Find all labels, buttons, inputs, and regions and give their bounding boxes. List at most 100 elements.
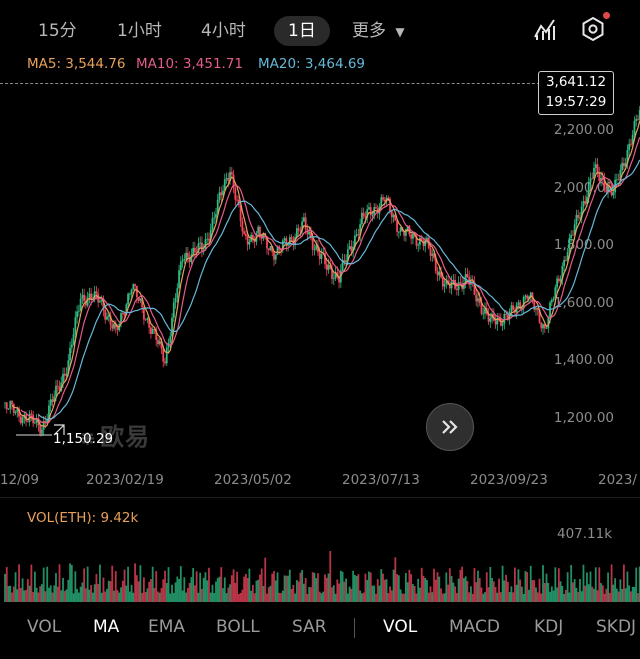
candle-body (318, 252, 321, 259)
candle-body (369, 207, 372, 216)
volume-bar (308, 586, 311, 602)
volume-bar (37, 592, 40, 602)
ind-boll[interactable]: BOLL (216, 617, 260, 637)
candle-body (445, 280, 448, 285)
volume-bar (438, 576, 441, 602)
candle-body (290, 237, 293, 240)
volume-bar (332, 585, 335, 602)
candle-body (540, 322, 543, 329)
ind-macd[interactable]: MACD (449, 617, 500, 637)
candle-body (638, 109, 640, 120)
volume-bar (387, 593, 390, 602)
candle-body (162, 348, 165, 362)
volume-bar (222, 588, 224, 602)
current-price-box[interactable]: 3,641.12 19:57:29 (538, 71, 614, 115)
volume-bar (615, 588, 618, 602)
candle-body (155, 329, 158, 340)
volume-bar (563, 593, 566, 602)
volume-bar (535, 587, 537, 602)
volume-bar (186, 587, 189, 602)
volume-bar (431, 592, 434, 602)
volume-bar (410, 574, 413, 602)
volume-bar (287, 575, 289, 602)
volume-bar (559, 581, 562, 602)
volume-bar (69, 563, 71, 602)
volume-chart[interactable] (0, 540, 640, 602)
volume-bar (232, 569, 235, 602)
volume-bar (619, 579, 622, 602)
volume-bar (157, 591, 159, 602)
volume-bar (79, 586, 82, 602)
scroll-latest-button[interactable] (426, 403, 474, 451)
volume-bar (630, 591, 632, 602)
tab-1hour[interactable]: 1小时 (117, 21, 162, 41)
volume-bar (586, 572, 588, 602)
tab-15min[interactable]: 15分 (38, 21, 77, 41)
volume-bar (243, 576, 246, 602)
volume-bar (164, 570, 166, 602)
candle-body (213, 217, 216, 219)
more-label: 更多 (352, 21, 386, 41)
volume-bar (155, 571, 158, 602)
volume-bar (311, 572, 314, 602)
volume-bar (116, 590, 119, 602)
volume-bar (208, 567, 210, 602)
volume-bar (106, 588, 108, 602)
volume-bar (557, 568, 560, 602)
ind-kdj[interactable]: KDJ (534, 617, 564, 637)
candle-body (329, 264, 332, 269)
ind-sub-vol[interactable]: VOL (383, 617, 418, 637)
volume-bar (549, 591, 551, 602)
candle-body (49, 399, 52, 406)
volume-bar (359, 590, 362, 602)
candle-body (206, 238, 209, 240)
candle-body (208, 238, 210, 241)
volume-bar (109, 581, 112, 602)
candle-body (5, 402, 8, 410)
candle-body (297, 228, 300, 231)
candle-body (174, 298, 177, 303)
volume-bar (181, 590, 184, 602)
candle-body (141, 298, 144, 308)
candle-body (107, 315, 110, 317)
candle-body (586, 197, 588, 204)
candle-body (394, 214, 397, 221)
volume-bar (373, 585, 376, 602)
tab-4hour[interactable]: 4小时 (201, 21, 246, 41)
volume-bar (454, 586, 457, 602)
candle-body (273, 252, 275, 260)
candle-body (403, 231, 406, 236)
volume-bar (281, 590, 284, 602)
volume-bar (25, 589, 27, 602)
volume-bar (505, 574, 507, 602)
volume-bar (246, 577, 249, 602)
volume-bar (339, 570, 342, 602)
candle-body (420, 237, 423, 241)
volume-bar (508, 592, 511, 602)
ind-vol[interactable]: VOL (27, 617, 62, 637)
volume-bar (501, 565, 504, 602)
candle-body (19, 416, 22, 424)
ind-skdj[interactable]: SKDJ (596, 617, 637, 637)
settings-gear-icon[interactable] (580, 16, 606, 42)
price-chart[interactable] (0, 90, 640, 460)
tab-1day[interactable]: 1日 (274, 16, 330, 46)
volume-bar (401, 593, 404, 602)
candle-body (308, 231, 311, 235)
candle-body (484, 308, 486, 314)
ind-ma[interactable]: MA (93, 617, 120, 637)
candle-body (573, 224, 576, 235)
candle-body (346, 249, 349, 261)
candle-body (120, 313, 122, 324)
candle-body (626, 149, 629, 164)
volume-bar (153, 587, 156, 602)
candle-body (236, 199, 238, 201)
candle-body (114, 323, 117, 328)
volume-bar (404, 572, 407, 602)
more-dropdown[interactable]: 更多 ▼ (352, 16, 405, 46)
ind-ema[interactable]: EMA (148, 617, 186, 637)
candle-body (158, 341, 161, 345)
indicator-chart-icon[interactable] (533, 17, 557, 41)
candle-body (596, 164, 599, 174)
ind-sar[interactable]: SAR (292, 617, 327, 637)
